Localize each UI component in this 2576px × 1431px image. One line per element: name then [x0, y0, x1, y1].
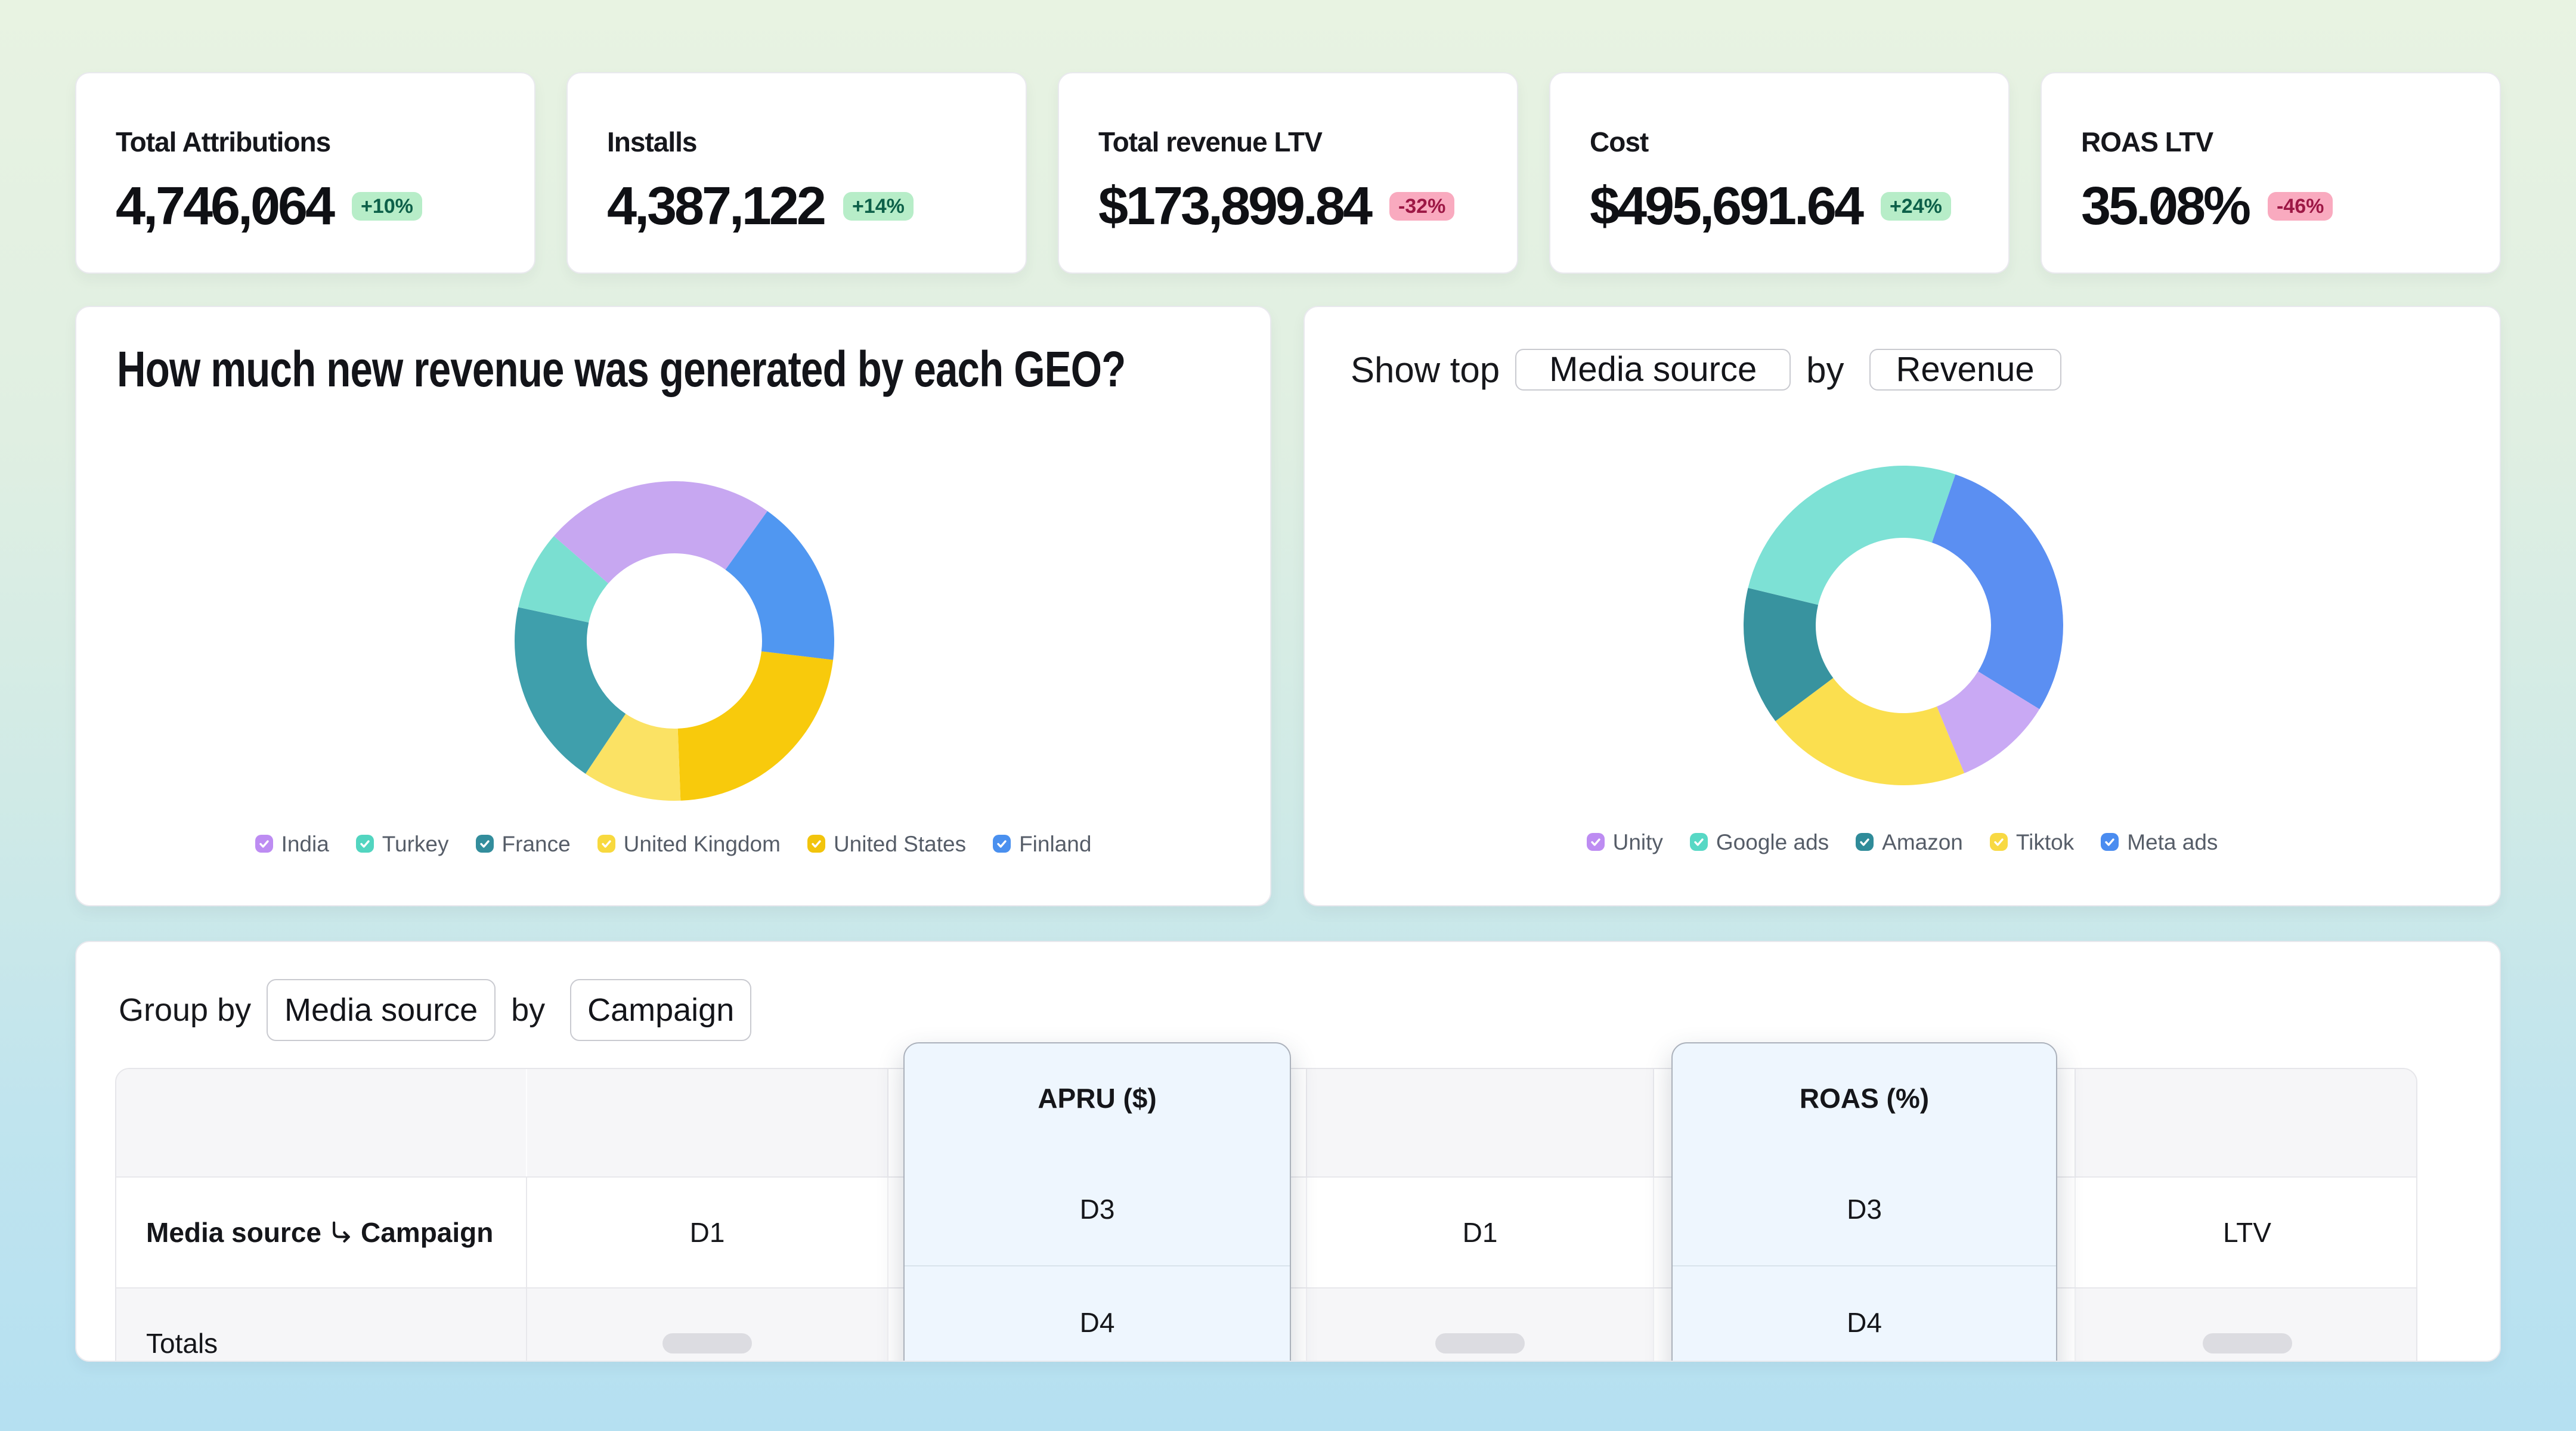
donut-segment-google-ads — [1748, 465, 1956, 605]
donut-segment-united-states — [677, 651, 834, 801]
legend-checkbox-icon[interactable] — [1989, 833, 2008, 851]
legend-label: Amazon — [1882, 829, 1963, 854]
media-source-dropdown[interactable]: Media source — [1515, 349, 1791, 391]
panel-row-d4[interactable]: D4 — [1847, 1307, 1882, 1338]
revenue-dropdown[interactable]: Revenue — [1869, 349, 2061, 391]
branch-arrow-icon — [333, 1221, 350, 1243]
panel-title: APRU ($) — [1038, 1083, 1157, 1114]
kpi-delta-badge: -32% — [1389, 192, 1455, 221]
kpi-value: $173,899.84 — [1098, 176, 1373, 236]
panel-row-d4[interactable]: D4 — [1079, 1307, 1115, 1338]
legend-item-meta-ads[interactable]: Meta ads — [2101, 831, 2218, 853]
legend-label: United States — [833, 831, 967, 856]
kpi-card-installs: Installs 4,387,122 +14% — [566, 72, 1027, 274]
panel-row-d3[interactable]: D3 — [1673, 1153, 2056, 1266]
dimension-column-header[interactable]: Media source Campaign — [116, 1178, 527, 1287]
legend-checkbox-icon[interactable] — [475, 835, 494, 853]
column-header-d1-2[interactable]: D1 — [1462, 1217, 1498, 1248]
totals-label: Totals — [116, 1288, 527, 1361]
donut-segment-meta-ads — [1931, 474, 2063, 710]
group-by-label: Group by — [119, 992, 252, 1028]
donut-segment-finland — [725, 511, 834, 660]
donut-segment-france — [514, 607, 626, 774]
media-source-donut-chart[interactable] — [1742, 464, 2064, 789]
show-top-label: Show top — [1351, 349, 1500, 390]
legend-checkbox-icon[interactable] — [2101, 833, 2119, 851]
geo-card-title: How much new revenue was generated by ea… — [117, 341, 1126, 397]
by-label: by — [511, 992, 546, 1028]
legend-item-turkey[interactable]: Turkey — [355, 831, 449, 856]
loading-skeleton — [1435, 1333, 1525, 1353]
legend-item-united-states[interactable]: United States — [807, 833, 966, 855]
legend-item-google-ads[interactable]: Google ads — [1689, 829, 1829, 854]
kpi-title: ROAS LTV — [2081, 126, 2213, 157]
legend-label: Unity — [1612, 829, 1663, 854]
kpi-card-cost: Cost $495,691.64 +24% — [1549, 72, 2010, 274]
legend-label: United Kingdom — [623, 831, 781, 856]
donut-segment-turkey — [518, 536, 609, 622]
group-by-campaign-dropdown[interactable]: Campaign — [570, 979, 752, 1041]
legend-item-india[interactable]: India — [255, 833, 329, 855]
kpi-card-total-revenue-ltv: Total revenue LTV $173,899.84 -32% — [1058, 72, 1518, 274]
legend-label: India — [281, 831, 329, 856]
kpi-delta-badge: +10% — [351, 192, 422, 221]
kpi-value: 35.08% — [2081, 176, 2251, 236]
legend-label: Turkey — [382, 831, 449, 856]
donut-segment-tiktok — [1775, 678, 1965, 786]
geo-legend: India Turkey France United Kingdom United St… — [76, 829, 1270, 858]
kpi-delta-badge: -46% — [2267, 192, 2333, 221]
kpi-delta-badge: +14% — [843, 192, 914, 221]
pivot-table-card: Group by Media source by Campaign Media … — [75, 941, 2501, 1362]
legend-checkbox-icon[interactable] — [597, 835, 615, 853]
legend-checkbox-icon[interactable] — [1856, 833, 1874, 851]
legend-item-tiktok[interactable]: Tiktok — [1989, 829, 2075, 854]
kpi-value: $495,691.64 — [1590, 176, 1864, 236]
column-header-d1[interactable]: D1 — [689, 1217, 725, 1248]
legend-checkbox-icon[interactable] — [807, 835, 825, 853]
panel-title: ROAS (%) — [1799, 1083, 1930, 1114]
kpi-value: 4,387,122 — [607, 176, 826, 236]
kpi-title: Cost — [1590, 126, 1649, 157]
legend-item-united-kingdom[interactable]: United Kingdom — [597, 833, 781, 855]
floating-column-panel-roas[interactable]: ROAS (%) D3 D4 — [1671, 1042, 2057, 1361]
legend-item-amazon[interactable]: Amazon — [1856, 831, 1963, 853]
legend-item-finland[interactable]: Finland — [993, 833, 1091, 855]
legend-checkbox-icon[interactable] — [255, 835, 273, 853]
top-media-source-card: Show top Media source by Revenue Unity Go… — [1304, 306, 2501, 906]
legend-label: Finland — [1019, 831, 1092, 856]
legend-checkbox-icon[interactable] — [355, 835, 374, 853]
legend-checkbox-icon[interactable] — [1689, 833, 1708, 851]
media-source-legend: Unity Google ads Amazon Tiktok Meta ads — [1305, 828, 2500, 856]
kpi-delta-badge: +24% — [1880, 192, 1951, 221]
kpi-title: Installs — [607, 126, 698, 157]
kpi-value: 4,746,064 — [116, 176, 335, 236]
legend-item-france[interactable]: France — [475, 831, 571, 856]
geo-donut-chart[interactable] — [513, 480, 835, 805]
legend-item-unity[interactable]: Unity — [1586, 829, 1663, 854]
column-header-ltv[interactable]: LTV — [2223, 1217, 2271, 1248]
legend-checkbox-icon[interactable] — [1586, 833, 1605, 851]
legend-label: Tiktok — [2015, 829, 2075, 854]
donut-segment-unity — [1937, 671, 2040, 773]
donut-segment-amazon — [1743, 587, 1834, 721]
kpi-card-roas-ltv: ROAS LTV 35.08% -46% — [2041, 72, 2501, 274]
loading-skeleton — [662, 1333, 752, 1353]
legend-label: Google ads — [1716, 829, 1829, 854]
kpi-title: Total revenue LTV — [1098, 126, 1323, 157]
legend-label: France — [501, 831, 571, 856]
legend-label: Meta ads — [2127, 829, 2218, 854]
donut-segment-india — [553, 481, 768, 584]
legend-checkbox-icon[interactable] — [993, 835, 1011, 853]
donut-segment-united-kingdom — [585, 714, 681, 801]
kpi-title: Total Attributions — [116, 126, 331, 157]
by-label: by — [1806, 349, 1844, 390]
floating-column-panel-apru[interactable]: APRU ($) D3 D4 — [903, 1042, 1291, 1361]
panel-row-d3[interactable]: D3 — [905, 1153, 1290, 1266]
group-by-media-source-dropdown[interactable]: Media source — [267, 979, 496, 1041]
kpi-card-total-attributions: Total Attributions 4,746,064 +10% — [75, 72, 535, 274]
geo-revenue-card: How much new revenue was generated by ea… — [75, 306, 1271, 906]
loading-skeleton — [2202, 1333, 2292, 1353]
